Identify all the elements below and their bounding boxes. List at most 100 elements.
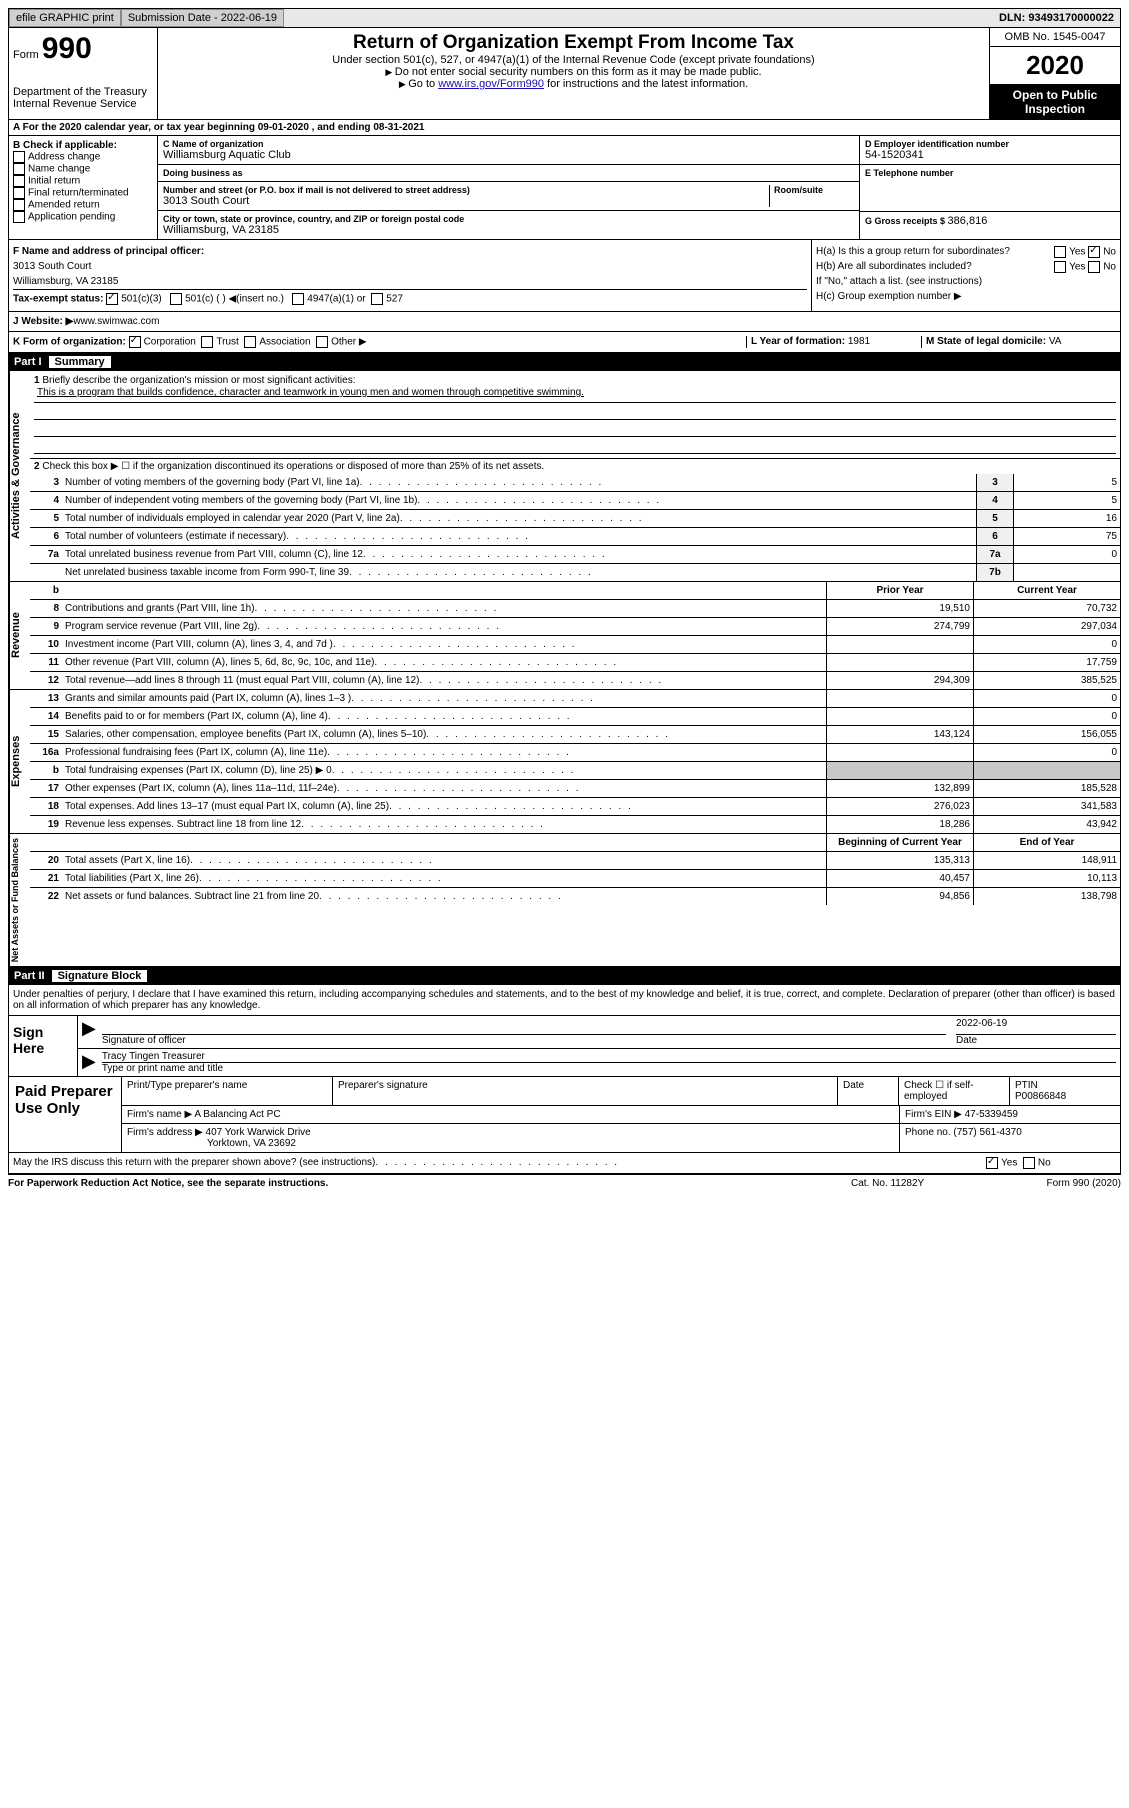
street-label: Number and street (or P.O. box if mail i… [163,185,769,195]
form-word: Form [13,49,39,61]
street-value: 3013 South Court [163,195,769,207]
footer: For Paperwork Reduction Act Notice, see … [8,1174,1121,1192]
paperwork-notice: For Paperwork Reduction Act Notice, see … [8,1178,851,1189]
ptin-value: P00866848 [1015,1091,1115,1102]
line-row: 20 Total assets (Part X, line 16) 135,31… [30,852,1120,870]
m-state-label: M State of legal domicile: [926,336,1049,347]
ha-yes[interactable] [1054,246,1066,258]
prep-selfemp[interactable]: Check ☐ if self-employed [899,1077,1010,1105]
note-ssn: Do not enter social security numbers on … [162,66,985,78]
sig-declaration: Under penalties of perjury, I declare th… [9,985,1120,1016]
type-label: Type or print name and title [102,1063,1116,1074]
part2-header: Part II Signature Block [8,967,1121,985]
part2-title: Signature Block [52,970,148,982]
sig-officer-label: Signature of officer [102,1035,946,1046]
note-goto: Go to www.irs.gov/Form990 for instructio… [162,78,985,90]
line-row: 14 Benefits paid to or for members (Part… [30,708,1120,726]
line-row: 3 Number of voting members of the govern… [30,474,1120,492]
line-row: 22 Net assets or fund balances. Subtract… [30,888,1120,905]
fhi-left: F Name and address of principal officer:… [9,240,812,311]
top-bar: efile GRAPHIC print Submission Date - 20… [8,8,1121,28]
submission-date-button[interactable]: Submission Date - 2022-06-19 [121,9,284,27]
hdr-current: Current Year [973,582,1120,599]
line-row: 16a Professional fundraising fees (Part … [30,744,1120,762]
i-label: Tax-exempt status: [13,294,103,305]
sig-date-label: Date [956,1035,1116,1046]
section-fhi: F Name and address of principal officer:… [8,240,1121,312]
form990-link[interactable]: www.irs.gov/Form990 [438,78,544,90]
hb-note: If "No," attach a list. (see instruction… [816,274,1116,289]
form-header: Form 990 Department of the Treasury Inte… [8,28,1121,120]
hdr-prior: Prior Year [826,582,973,599]
hb-yes[interactable] [1054,261,1066,273]
org-name: Williamsburg Aquatic Club [163,149,854,161]
ein-value: 54-1520341 [865,149,1115,161]
hb-no[interactable] [1088,261,1100,273]
col-c-org: C Name of organization Williamsburg Aqua… [158,136,860,239]
discuss-text: May the IRS discuss this return with the… [13,1157,986,1169]
activities-section: Activities & Governance 1 Briefly descri… [8,371,1121,582]
prep-date-label: Date [838,1077,899,1105]
open-inspection: Open to Public Inspection [990,85,1120,119]
row-k: K Form of organization: Corporation Trus… [8,332,1121,353]
ein-label: D Employer identification number [865,139,1115,149]
row-j-website: J Website: ▶ www.swimwac.com [8,312,1121,332]
k-label: K Form of organization: [13,337,126,348]
omb-number: OMB No. 1545-0047 [990,28,1120,47]
part1-num: Part I [14,356,42,368]
firm-name: A Balancing Act PC [194,1109,280,1120]
firm-addr-label: Firm's address ▶ [127,1127,203,1138]
chk-final-return[interactable]: Final return/terminated [13,187,153,199]
dba-label: Doing business as [163,168,854,178]
goto-post: for instructions and the latest informat… [544,78,748,90]
signature-block: Under penalties of perjury, I declare th… [8,985,1121,1077]
k-corp[interactable] [129,336,141,348]
discuss-no[interactable] [1023,1157,1035,1169]
vlabel-revenue: Revenue [9,582,30,689]
chk-527[interactable] [371,293,383,305]
line-row: 15 Salaries, other compensation, employe… [30,726,1120,744]
line-row: b Total fundraising expenses (Part IX, c… [30,762,1120,780]
chk-501c[interactable] [170,293,182,305]
room-label: Room/suite [774,185,854,195]
firm-ein-label: Firm's EIN ▶ [905,1109,962,1120]
netassets-section: Net Assets or Fund Balances Beginning of… [8,834,1121,967]
chk-app-pending[interactable]: Application pending [13,211,153,223]
gross-label: G Gross receipts $ [865,216,948,226]
l-year-label: L Year of formation: [751,336,848,347]
line-row: Net unrelated business taxable income fr… [30,564,1120,581]
revenue-section: Revenue b Prior Year Current Year 8 Cont… [8,582,1121,690]
k-trust[interactable] [201,336,213,348]
prep-phone: (757) 561-4370 [953,1127,1021,1138]
gross-value: 386,816 [948,215,988,227]
org-name-label: C Name of organization [163,139,854,149]
k-other[interactable] [316,336,328,348]
efile-print-button[interactable]: efile GRAPHIC print [9,9,121,27]
k-assoc[interactable] [244,336,256,348]
chk-name-change[interactable]: Name change [13,163,153,175]
prep-print-label: Print/Type preparer's name [122,1077,333,1105]
city-value: Williamsburg, VA 23185 [163,224,854,236]
chk-initial-return[interactable]: Initial return [13,175,153,187]
line-row: 7a Total unrelated business revenue from… [30,546,1120,564]
chk-amended[interactable]: Amended return [13,199,153,211]
dept-treasury: Department of the Treasury [13,86,153,98]
ha-no[interactable] [1088,246,1100,258]
sig-date: 2022-06-19 [956,1018,1116,1035]
chk-4947[interactable] [292,293,304,305]
chk-501c3[interactable] [106,293,118,305]
part1-header: Part I Summary [8,353,1121,371]
ptin-label: PTIN [1015,1080,1115,1091]
line-row: 4 Number of independent voting members o… [30,492,1120,510]
header-center: Return of Organization Exempt From Incom… [158,28,990,119]
dept-irs: Internal Revenue Service [13,98,153,110]
arrow-icon: ▶ [82,1051,102,1074]
dln-label: DLN: 93493170000022 [993,10,1120,26]
discuss-yes[interactable] [986,1157,998,1169]
firm-ein: 47-5339459 [965,1109,1018,1120]
f-addr2: Williamsburg, VA 23185 [13,274,807,289]
row-a-tax-year: A For the 2020 calendar year, or tax yea… [8,120,1121,136]
website-value: www.swimwac.com [73,316,159,327]
discuss-row: May the IRS discuss this return with the… [8,1153,1121,1174]
chk-address-change[interactable]: Address change [13,151,153,163]
